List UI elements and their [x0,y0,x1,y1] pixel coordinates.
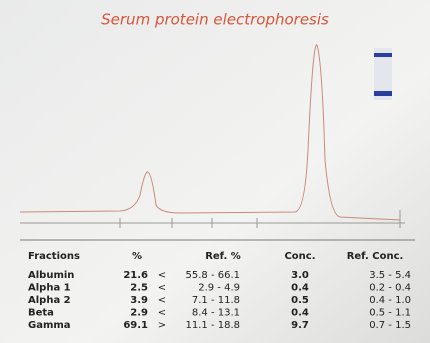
column-header: Fractions [28,251,80,262]
table-cell: 0.2 - 0.4 [369,283,411,294]
table-cell: 9.7 [291,320,309,331]
table-cell: 2.9 [130,308,148,319]
column-header: Conc. [284,251,315,262]
column-header: Ref. % [205,251,241,262]
table-cell: Albumin [28,270,74,281]
table-cell: 2.9 - 4.9 [198,283,240,294]
table-cell: Gamma [28,320,71,331]
table-cell: 21.6 [123,270,148,281]
table-cell: 3.9 [130,295,148,306]
gel-band [374,53,392,57]
table-cell: 0.4 - 1.0 [369,295,411,306]
table-cell: 0.7 - 1.5 [369,320,411,331]
table-cell: Alpha 1 [28,283,71,294]
table-cell: 3.0 [291,270,309,281]
table-cell: 0.5 [291,295,309,306]
table-cell: 0.5 - 1.1 [369,308,411,319]
table-cell: > [158,320,166,331]
table-cell: < [158,283,166,294]
column-header: Ref. Conc. [347,251,404,262]
table-cell: 0.4 [291,283,309,294]
column-header: % [132,251,142,262]
table-cell: 7.1 - 11.8 [192,295,240,306]
table-cell: 55.8 - 66.1 [186,270,241,281]
table-cell: 3.5 - 5.4 [369,270,411,281]
table-cell: Beta [28,308,54,319]
table-cell: < [158,270,166,281]
report-photo: Serum protein electrophoresis Fractions%… [0,0,430,343]
table-cell: 69.1 [123,320,148,331]
table-cell: 11.1 - 18.8 [186,320,241,331]
table-cell: < [158,295,166,306]
gel-band [374,91,392,96]
table-cell: 2.5 [130,283,148,294]
table-cell: 0.4 [291,308,309,319]
table-cell: 8.4 - 13.1 [192,308,240,319]
report-title: Serum protein electrophoresis [101,11,329,29]
table-cell: < [158,308,166,319]
table-cell: Alpha 2 [28,295,71,306]
